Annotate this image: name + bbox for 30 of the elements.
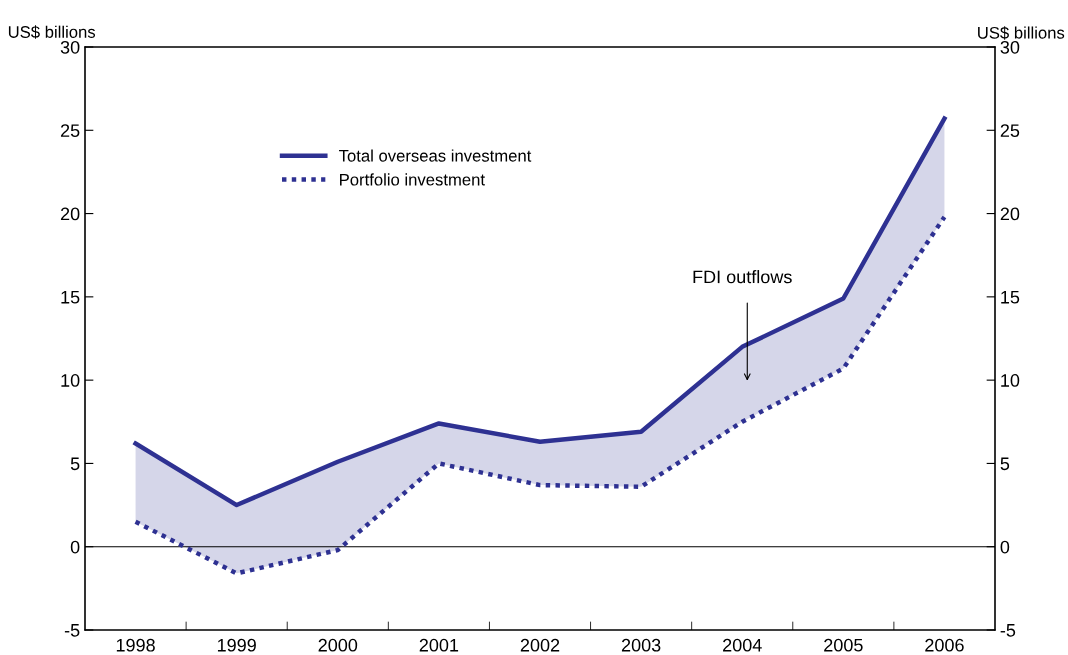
y2-tick-label: 30 [1000, 40, 1020, 54]
y-axis-title: US$ billions [8, 25, 96, 39]
y2-tick-label: -5 [1000, 624, 1016, 637]
y2-tick-label: 5 [1000, 457, 1010, 471]
y-tick-label: 0 [70, 540, 80, 554]
x-tick-label: 2003 [621, 638, 661, 652]
x-tick-label: 2001 [419, 638, 459, 652]
y-tick-label: 15 [61, 290, 80, 304]
legend-label: Total overseas investment [339, 149, 532, 162]
annotation: FDI outflows [693, 270, 792, 284]
y-tick-label: 20 [60, 207, 80, 221]
y-tick-label: -5 [64, 624, 80, 637]
y-tick-label: 5 [70, 457, 80, 471]
y2-tick-label: 15 [1001, 290, 1020, 304]
y2-tick-label: 20 [1000, 207, 1020, 221]
y-tick-label: 10 [61, 374, 80, 387]
x-tick-label: 1999 [217, 638, 256, 652]
legend-label: Portfolio investment [340, 173, 485, 186]
y2-tick-label: 10 [1001, 374, 1020, 387]
x-tick-label: 2005 [824, 638, 863, 652]
y2-tick-label: 25 [1000, 124, 1020, 138]
x-tick-label: 2004 [723, 638, 762, 652]
x-tick-label: 2002 [520, 638, 560, 652]
y-tick-label: 25 [60, 124, 80, 138]
x-tick-label: 1998 [116, 638, 155, 652]
y2-axis-title: US$ billions [978, 26, 1065, 40]
x-tick-label: 2000 [318, 638, 358, 652]
x-tick-label: 2006 [925, 638, 964, 652]
y2-tick-label: 0 [1000, 540, 1010, 554]
y-tick-label: 30 [60, 40, 80, 54]
